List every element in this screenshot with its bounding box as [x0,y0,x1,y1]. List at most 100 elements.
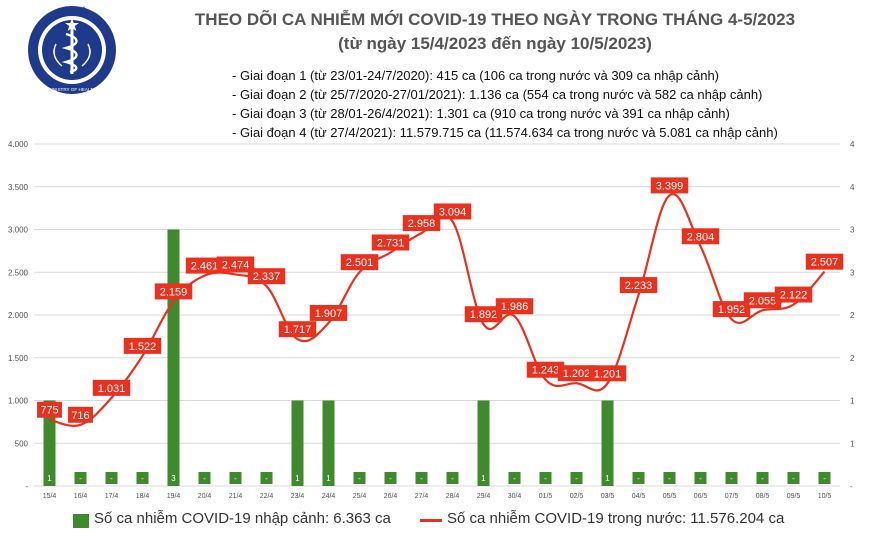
imported-case-label: - [110,474,113,483]
imported-case-label: - [265,474,268,483]
x-axis-tick-label: 18/4 [136,493,150,500]
right-axis-tick-label: 1 [850,397,855,406]
domestic-value-label: 775 [40,405,58,417]
imported-case-label: - [575,474,578,483]
stage-summary-list: - Giai đoạn 1 (từ 23/01-24/7/2020): 415 … [232,66,778,142]
imported-case-label: 3 [171,474,176,483]
imported-case-label: - [79,474,82,483]
x-axis-tick-label: 02/5 [570,493,584,500]
domestic-value-label: 2.159 [160,286,188,298]
domestic-value-label-box [433,203,472,220]
domestic-value-label-box [92,379,131,396]
x-axis-tick-label: 04/5 [632,493,646,500]
right-axis-tick-label: 3 [850,268,855,277]
right-axis-tick-label: 4 [850,183,855,192]
left-axis-tick-label: - [25,482,28,491]
domestic-value-label-box [526,361,565,378]
domestic-value-label-box [123,337,162,354]
domestic-value-label: 1.202 [563,368,591,380]
x-axis-tick-label: 07/5 [725,493,739,500]
x-axis-tick-label: 06/5 [694,493,708,500]
imported-case-label-box [43,472,56,484]
imported-case-bar [601,400,614,486]
ministry-of-health-logo: BỘ Y TẾ MINISTRY OF HEALTH [28,5,116,94]
domestic-value-label-box [588,365,627,382]
x-axis-tick-label: 08/5 [756,493,770,500]
imported-case-label-box [756,472,769,484]
legend-domestic-label: Số ca nhiễm COVID-19 trong nước: 11.576.… [447,510,785,527]
x-axis-tick-label: 17/4 [105,493,119,500]
domestic-value-label: 1.986 [501,301,529,313]
domestic-value-label: 2.507 [811,257,839,269]
x-axis-tick-label: 03/5 [601,493,615,500]
domestic-value-label-box [650,177,689,194]
imported-case-label-box [136,472,149,484]
right-axis-tick-label: 2 [850,311,855,320]
domestic-value-label: 2.461 [191,261,219,273]
imported-case-bar [43,400,56,486]
domestic-value-label-box [309,304,348,321]
domestic-value-label: 1.522 [129,341,157,353]
domestic-value-label-box [495,298,534,315]
x-axis-tick-label: 29/4 [477,493,491,500]
x-axis-tick-label: 16/4 [74,493,88,500]
imported-case-bar [291,400,304,486]
x-axis-tick-label: 30/4 [508,493,522,500]
logo-text-top: BỘ Y TẾ [58,5,86,15]
imported-case-label-box [105,472,118,484]
x-axis-tick-label: 05/5 [663,493,677,500]
domestic-value-label: 2.804 [687,231,715,243]
x-axis-tick-label: 10/5 [818,493,832,500]
left-axis-tick-label: 2.500 [8,268,29,277]
x-axis-tick-label: 28/4 [446,493,460,500]
domestic-value-label-box [247,268,286,285]
imported-case-label-box [539,472,552,484]
imported-case-label: - [234,474,237,483]
legend-swatch-imported [73,514,89,528]
domestic-value-label: 1.201 [594,368,622,380]
stage-item: - Giai đoạn 2 (từ 25/7/2020-27/01/2021):… [232,87,763,102]
imported-case-bar [167,229,180,486]
left-axis-tick-label: 1.000 [8,397,29,406]
left-axis-tick-label: 3.000 [8,226,29,235]
imported-case-label-box [291,472,304,484]
domestic-value-label-box [619,277,658,294]
imported-case-label-box [353,472,366,484]
right-axis-tick-label: 4 [850,140,855,149]
domestic-value-label: 3.399 [656,180,684,192]
domestic-value-label: 1.952 [718,304,746,316]
domestic-value-label-box [402,215,441,232]
left-axis-tick-label: 2.000 [8,311,29,320]
imported-case-label-box [477,472,490,484]
left-axis-tick-label: 1.500 [8,354,29,363]
imported-case-label-box [508,472,521,484]
domestic-value-label: 2.501 [346,257,374,269]
imported-case-label: - [141,474,144,483]
imported-case-label: - [544,474,547,483]
imported-case-label: - [389,474,392,483]
imported-case-label-box [663,472,676,484]
domestic-value-label-box [185,257,224,274]
imported-case-label: - [637,474,640,483]
domestic-value-label: 2.122 [780,290,808,302]
imported-case-label-box [198,472,211,484]
domestic-value-label: 1.717 [284,324,312,336]
right-axis-tick-label: - [850,482,853,491]
right-axis-tick-label: 2 [850,354,855,363]
imported-case-label: 1 [481,474,486,483]
domestic-value-label-box [681,228,720,245]
imported-case-label-box [167,472,180,484]
x-axis-tick-label: 20/4 [198,493,212,500]
title-line-2: (từ ngày 15/4/2023 đến ngày 10/5/2023) [338,34,652,53]
imported-case-label: 1 [295,474,300,483]
imported-case-label-box [384,472,397,484]
domestic-value-label: 2.958 [408,218,436,230]
x-axis-tick-label: 09/5 [787,493,801,500]
x-axis-tick-label: 22/4 [260,493,274,500]
imported-case-label-box [601,472,614,484]
chart-title: THEO DÕI CA NHIỄM MỚI COVID-19 THEO NGÀY… [150,8,840,56]
left-axis-tick-label: 4.000 [8,140,29,149]
imported-case-label: 1 [47,474,52,483]
domestic-value-label-box [37,401,62,418]
x-axis-tick-label: 01/5 [539,493,553,500]
